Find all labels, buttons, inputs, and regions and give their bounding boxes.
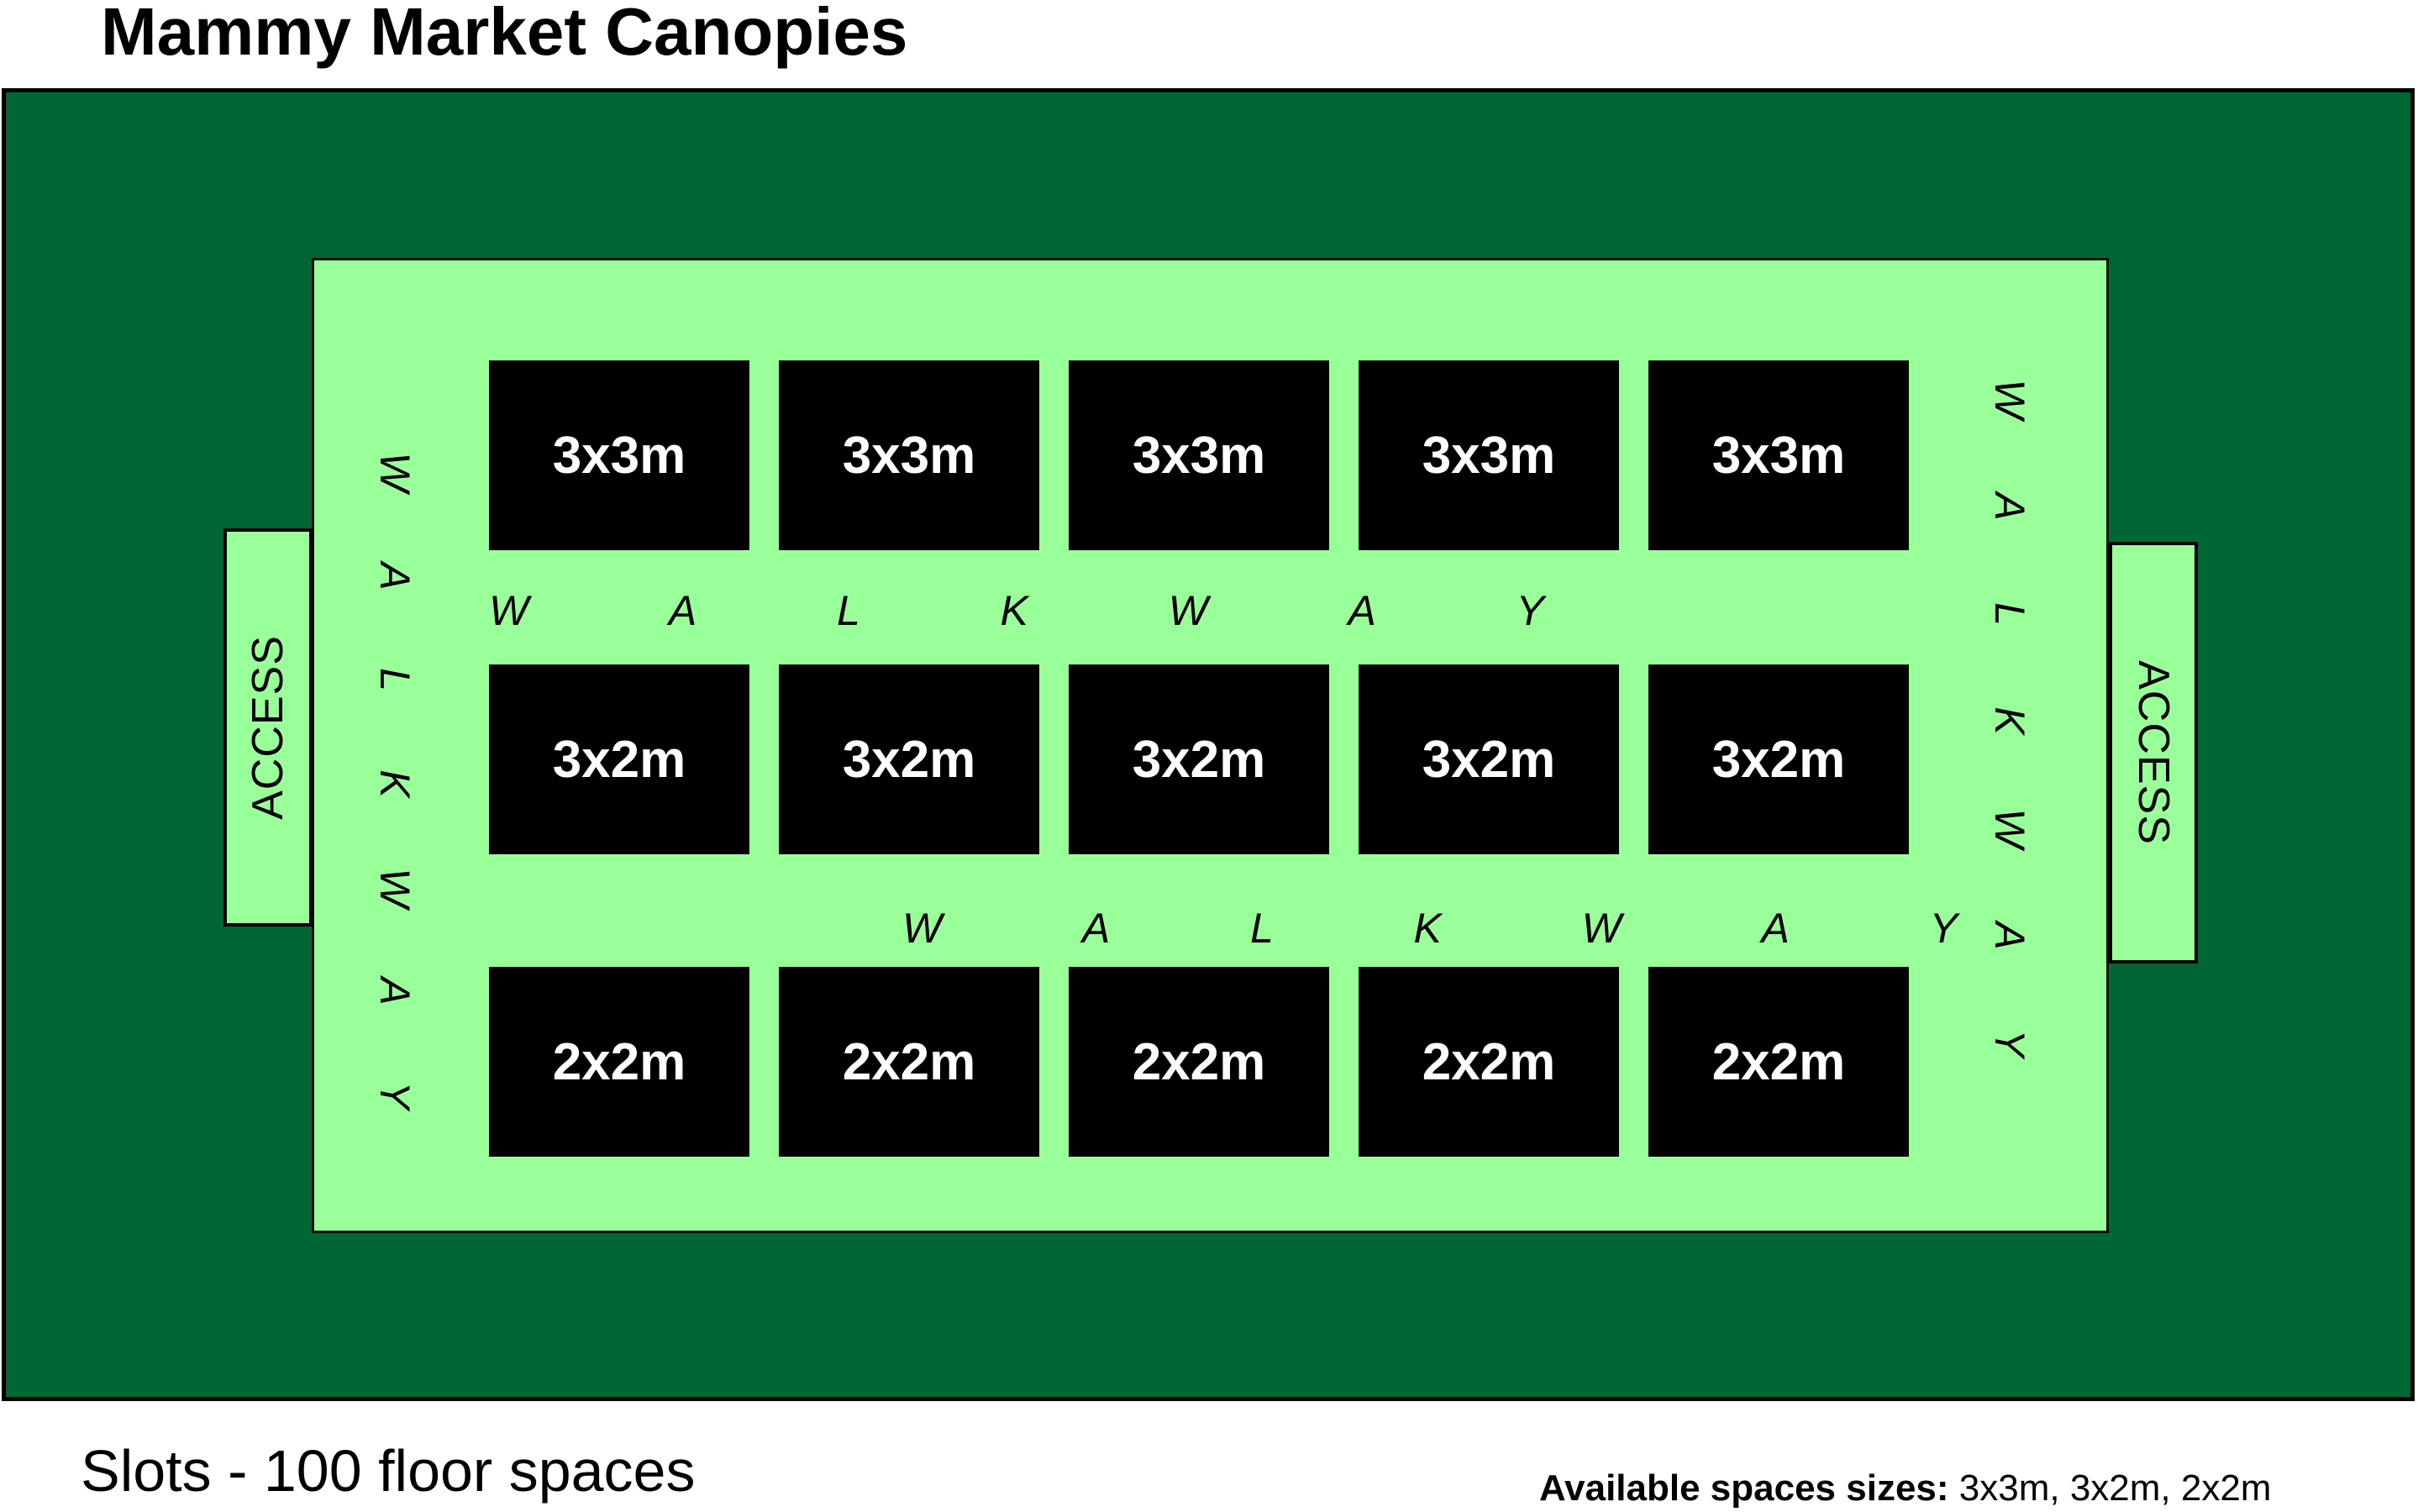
- walkway-letter: K: [1986, 706, 2033, 736]
- walkway-letter: L: [1986, 601, 2033, 626]
- walkway-letter: L: [371, 668, 418, 692]
- stall-row-3x3m: 3x3m 3x3m 3x3m 3x3m 3x3m: [489, 360, 1909, 550]
- walkway-letter: L: [1250, 905, 1274, 952]
- walkway-letter: A: [1348, 587, 1376, 634]
- walkway-letter: W: [489, 587, 529, 634]
- walkway-left-vertical: W A L K W A Y: [371, 451, 418, 1116]
- stall-box-2x2m: 2x2m: [489, 967, 749, 1157]
- walkway-right-vertical: W A L K W A Y: [1986, 378, 2033, 1064]
- walkway-letter: A: [1761, 905, 1790, 952]
- stall-row-2x2m: 2x2m 2x2m 2x2m 2x2m 2x2m: [489, 967, 1909, 1157]
- stall-box-3x3m: 3x3m: [1359, 360, 1619, 550]
- stall-box-3x3m: 3x3m: [489, 360, 749, 550]
- stall-box-3x2m: 3x2m: [1648, 664, 1909, 854]
- walkway-letter: W: [1986, 808, 2033, 848]
- walkway-letter: Y: [1929, 905, 1958, 952]
- walkway-letter: K: [371, 769, 418, 798]
- stall-box-3x3m: 3x3m: [1069, 360, 1329, 550]
- walkway-letter: W: [902, 905, 943, 952]
- access-label: ACCESS: [244, 635, 292, 820]
- available-sizes-label: Available spaces sizes:: [1539, 1467, 1949, 1509]
- walkway-letter: A: [1986, 492, 2033, 521]
- access-gate-left: ACCESS: [223, 528, 313, 927]
- stall-box-3x2m: 3x2m: [489, 664, 749, 854]
- stall-box-3x2m: 3x2m: [779, 664, 1039, 854]
- stall-box-3x2m: 3x2m: [1069, 664, 1329, 854]
- stall-box-2x2m: 2x2m: [1069, 967, 1329, 1157]
- walkway-letter: Y: [1516, 587, 1544, 634]
- walkway-letter: W: [371, 452, 418, 492]
- access-gate-right: ACCESS: [2109, 542, 2198, 963]
- walkway-letter: A: [371, 561, 418, 591]
- access-label: ACCESS: [2129, 660, 2178, 845]
- walkway-letter: Y: [1986, 1029, 2033, 1058]
- walkway-letter: W: [371, 868, 418, 908]
- available-sizes: Available spaces sizes: 3x3m, 3x2m, 2x2m: [1539, 1468, 2271, 1509]
- walkway-letter: W: [1168, 587, 1208, 634]
- slots-summary: Slots - 100 floor spaces: [81, 1438, 696, 1504]
- stall-box-3x2m: 3x2m: [1359, 664, 1619, 854]
- stall-box-2x2m: 2x2m: [779, 967, 1039, 1157]
- stall-box-3x3m: 3x3m: [779, 360, 1039, 550]
- walkway-letter: A: [371, 977, 418, 1005]
- stall-box-2x2m: 2x2m: [1359, 967, 1619, 1157]
- walkway-letter: Y: [371, 1081, 418, 1110]
- stall-box-2x2m: 2x2m: [1648, 967, 1909, 1157]
- page-title: Mammy Market Canopies: [101, 0, 908, 69]
- walkway-letter: W: [1581, 905, 1622, 952]
- stall-box-3x3m: 3x3m: [1648, 360, 1909, 550]
- walkway-letter: L: [837, 587, 860, 634]
- available-sizes-values: 3x3m, 3x2m, 2x2m: [1958, 1467, 2272, 1509]
- walkway-letter: K: [1000, 587, 1028, 634]
- walkway-letter: K: [1413, 905, 1442, 952]
- walkway-letter: A: [1986, 921, 2033, 950]
- walkway-letter: W: [1986, 379, 2033, 419]
- stall-row-3x2m: 3x2m 3x2m 3x2m 3x2m 3x2m: [489, 664, 1909, 854]
- walkway-letter: A: [668, 587, 697, 634]
- walkway-letter: A: [1081, 905, 1111, 952]
